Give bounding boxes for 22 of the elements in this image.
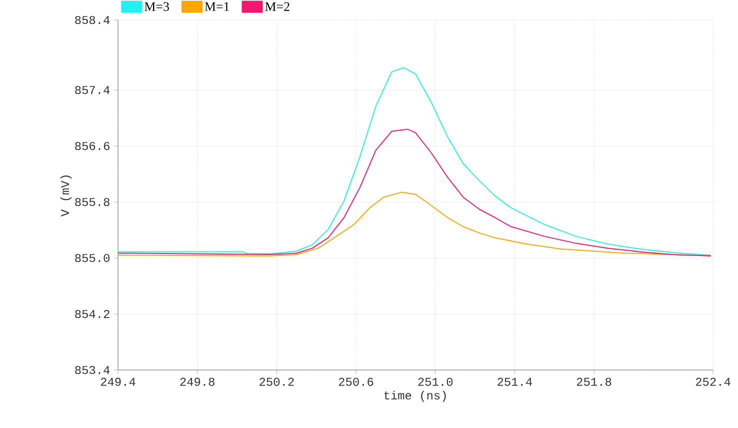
x-tick-label: 249.4 <box>100 378 136 386</box>
y-tick-label: 858.4 <box>75 16 110 24</box>
y-tick-label: 856.6 <box>75 142 110 150</box>
x-tick-label: 249.8 <box>180 378 214 386</box>
y-tick-label: 854.2 <box>75 310 110 318</box>
x-tick-label: 251.0 <box>418 378 453 386</box>
y-axis-title: V (mV) <box>60 175 72 216</box>
x-tick-label: 251.4 <box>498 378 532 386</box>
legend-label: M=2 <box>265 2 290 11</box>
y-tick-label: 853.4 <box>75 366 110 374</box>
y-tick-label: 855.8 <box>75 198 110 206</box>
x-tick-label: 251.8 <box>576 378 612 386</box>
line-series <box>118 128 712 256</box>
line-series <box>118 67 712 256</box>
y-tick-label: 857.4 <box>75 86 110 94</box>
x-axis-title: time (ns) <box>384 390 446 402</box>
legend-label: M=3 <box>144 2 169 11</box>
x-tick-label: 252.4 <box>696 378 730 386</box>
x-tick-label: 250.6 <box>338 378 374 386</box>
y-tick-label: 855.0 <box>75 254 110 262</box>
x-tick-label: 250.2 <box>260 378 294 386</box>
legend-label: M=1 <box>204 2 229 11</box>
